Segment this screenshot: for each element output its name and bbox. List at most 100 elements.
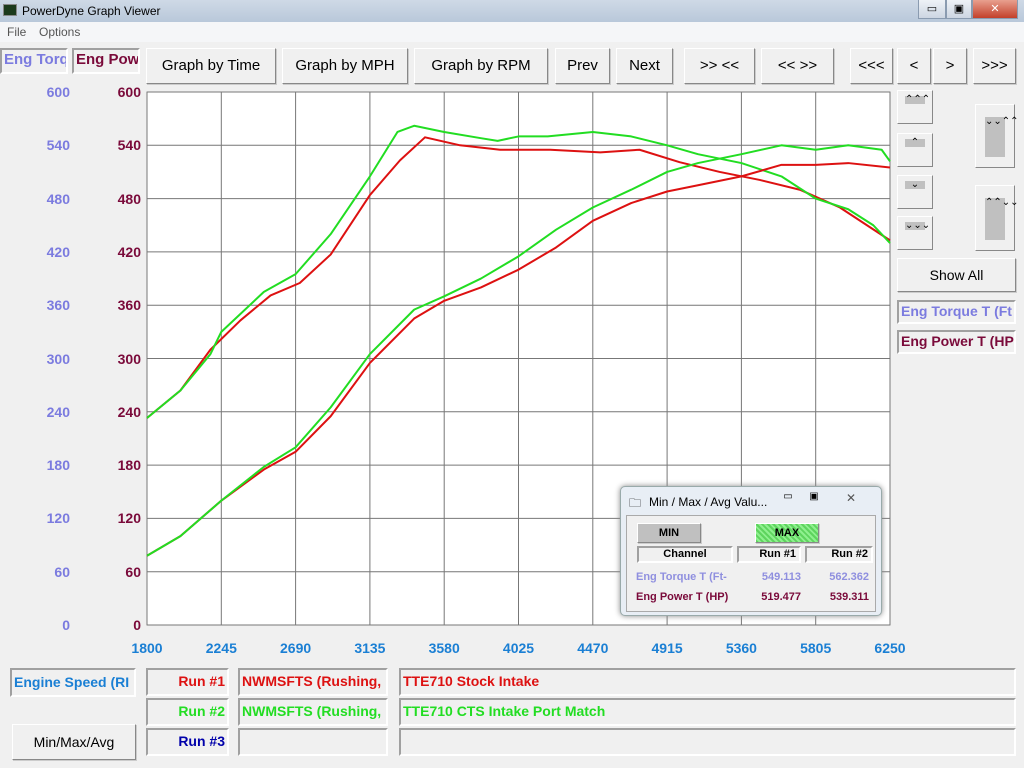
scroll-down-fast-button[interactable]: ⌄⌄⌄: [897, 216, 933, 250]
torque-tick-label: 180: [46, 457, 70, 474]
rpm-tick-label: 2690: [280, 640, 312, 656]
expand-icon: ⌄⌄⌃⌃: [985, 117, 1019, 157]
rpm-tick-label: 2245: [205, 640, 237, 656]
torque-tick-label: 0: [62, 617, 70, 633]
row-torque-run1: 549.113: [761, 571, 801, 583]
rpm-tick-label: 5805: [800, 640, 832, 656]
rpm-tick-label: 3135: [354, 640, 386, 656]
run-label[interactable]: Run #3: [146, 728, 229, 756]
channel-torque[interactable]: Eng Torque T (Ft: [897, 300, 1016, 324]
popup-title: Min / Max / Avg Valu...: [649, 495, 768, 509]
row-power-run2: 539.311: [829, 591, 869, 603]
torque-tick-label: 540: [46, 137, 70, 154]
min-max-avg-window: 🗀 Min / Max / Avg Valu... ▭ ▣ ✕ MIN MAX …: [620, 486, 882, 616]
menu-options[interactable]: Options: [39, 25, 81, 39]
torque-tick-label: 420: [46, 243, 70, 260]
header-run2: Run #2: [805, 546, 873, 563]
scroll-left-button[interactable]: <: [897, 48, 931, 84]
app-icon: [3, 4, 17, 16]
power-tick-label: 480: [117, 190, 141, 207]
rpm-tick-label: 4025: [502, 640, 535, 656]
graph-by-mph-button[interactable]: Graph by MPH: [282, 48, 408, 84]
zoom-out-x-button[interactable]: << >>: [761, 48, 834, 84]
torque-tick-label: 60: [54, 563, 70, 580]
triple-chevron-up-icon: ⌃⌃⌃: [905, 94, 931, 105]
run-name[interactable]: [238, 728, 388, 756]
menu-file[interactable]: File: [7, 25, 27, 39]
run-label[interactable]: Run #2: [146, 698, 229, 726]
power-tick-label: 60: [125, 563, 141, 580]
power-tick-label: 300: [117, 350, 141, 367]
channel-power[interactable]: Eng Power T (HP: [897, 330, 1016, 354]
popup-maximize-button[interactable]: ▣: [809, 491, 819, 502]
header-channel: Channel: [637, 546, 733, 563]
torque-legend[interactable]: Eng Torq: [0, 48, 68, 74]
window-title: PowerDyne Graph Viewer: [22, 4, 161, 18]
graph-by-time-button[interactable]: Graph by Time: [146, 48, 276, 84]
run-description[interactable]: TTE710 CTS Intake Port Match: [399, 698, 1016, 726]
prev-button[interactable]: Prev: [555, 48, 610, 84]
zoom-out-vertical-button[interactable]: ⌃⌃⌄⌄: [975, 185, 1019, 251]
run-label[interactable]: Run #1: [146, 668, 229, 696]
rpm-tick-label: 3580: [428, 640, 460, 656]
power-tick-label: 420: [117, 243, 141, 260]
x-channel-field[interactable]: Engine Speed (RI: [10, 668, 136, 697]
rpm-tick-label: 6250: [874, 640, 906, 656]
show-all-button[interactable]: Show All: [897, 258, 1016, 292]
power-legend[interactable]: Eng Powe: [72, 48, 140, 74]
series-line-1: [146, 136, 891, 419]
torque-tick-label: 600: [46, 84, 70, 100]
row-power-run1: 519.477: [761, 591, 801, 603]
close-button[interactable]: ✕: [972, 0, 1018, 19]
torque-tick-label: 120: [46, 510, 70, 527]
graph-by-rpm-button[interactable]: Graph by RPM: [414, 48, 548, 84]
run-description[interactable]: [399, 728, 1016, 756]
torque-tick-label: 240: [46, 403, 70, 420]
header-run1: Run #1: [737, 546, 801, 563]
torque-tick-label: 360: [46, 297, 70, 314]
chevron-down-icon: ⌄: [905, 180, 925, 190]
power-tick-label: 180: [117, 457, 141, 474]
rpm-tick-label: 1800: [131, 640, 163, 656]
max-button[interactable]: MAX: [755, 523, 819, 543]
triple-chevron-down-icon: ⌄⌄⌄: [905, 220, 931, 231]
scroll-left-fast-button[interactable]: <<<: [850, 48, 893, 84]
row-power-channel: Eng Power T (HP): [636, 591, 729, 603]
popup-close-button[interactable]: ✕: [845, 491, 857, 505]
min-max-avg-button[interactable]: Min/Max/Avg: [12, 724, 136, 760]
power-tick-label: 0: [133, 617, 141, 633]
torque-tick-label: 480: [46, 190, 70, 207]
minimize-button[interactable]: ▭: [918, 0, 946, 19]
scroll-right-button[interactable]: >: [933, 48, 967, 84]
row-torque-channel: Eng Torque T (Ft-: [636, 571, 727, 583]
zoom-in-x-button[interactable]: >> <<: [684, 48, 755, 84]
scroll-down-button[interactable]: ⌄: [897, 175, 933, 209]
run-name[interactable]: NWMSFTS (Rushing,: [238, 668, 388, 696]
maximize-button[interactable]: ▣: [946, 0, 972, 19]
power-tick-label: 360: [117, 297, 141, 314]
collapse-icon: ⌃⌃⌄⌄: [985, 198, 1019, 240]
rpm-tick-label: 4915: [651, 640, 683, 656]
torque-tick-label: 300: [46, 350, 70, 367]
scroll-right-fast-button[interactable]: >>>: [973, 48, 1016, 84]
power-tick-label: 120: [117, 510, 141, 527]
power-tick-label: 600: [117, 84, 141, 100]
chevron-up-icon: ⌃: [905, 138, 925, 148]
power-tick-label: 540: [117, 137, 141, 154]
scroll-up-fast-button[interactable]: ⌃⌃⌃: [897, 90, 933, 124]
series-line-4: [146, 144, 891, 557]
popup-minimize-button[interactable]: ▭: [783, 491, 793, 502]
min-button[interactable]: MIN: [637, 523, 701, 543]
menu-bar: File Options: [0, 22, 1024, 42]
next-button[interactable]: Next: [616, 48, 673, 84]
row-torque-run2: 562.362: [829, 571, 869, 583]
rpm-tick-label: 4470: [577, 640, 609, 656]
folder-icon: 🗀: [629, 496, 642, 510]
series-line-2: [146, 124, 891, 419]
run-description[interactable]: TTE710 Stock Intake: [399, 668, 1016, 696]
series-line-3: [146, 162, 891, 557]
title-bar: PowerDyne Graph Viewer ▭ ▣ ✕: [0, 0, 1024, 22]
zoom-in-vertical-button[interactable]: ⌄⌄⌃⌃: [975, 104, 1019, 168]
run-name[interactable]: NWMSFTS (Rushing,: [238, 698, 388, 726]
scroll-up-button[interactable]: ⌃: [897, 133, 933, 167]
